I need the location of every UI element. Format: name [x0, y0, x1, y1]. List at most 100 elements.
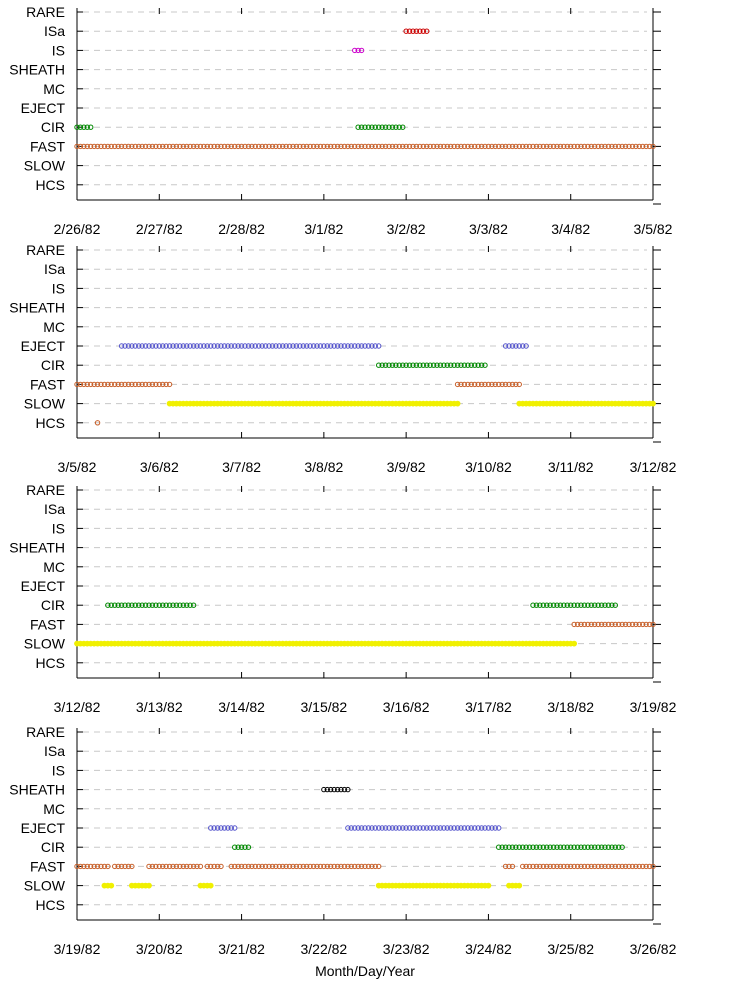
- data-point: [448, 143, 454, 150]
- data-point: [588, 143, 594, 150]
- x-tick-label: 3/18/82: [547, 699, 594, 715]
- data-point: [609, 143, 615, 150]
- data-point: [403, 362, 409, 368]
- data-point: [358, 124, 365, 130]
- data-point: [74, 143, 80, 150]
- data-point: [578, 844, 584, 850]
- x-tick-label: 3/19/82: [54, 941, 101, 957]
- data-point: [605, 602, 612, 608]
- data-point: [136, 381, 142, 388]
- data-point: [396, 362, 402, 368]
- data-point: [629, 143, 636, 150]
- data-point: [406, 28, 413, 34]
- data-point: [118, 343, 125, 349]
- data-point: [125, 863, 132, 870]
- data-point: [386, 825, 392, 831]
- data-point: [177, 343, 183, 349]
- data-point: [595, 863, 601, 870]
- data-point: [81, 381, 87, 388]
- data-point: [324, 343, 330, 349]
- data-point: [379, 124, 385, 130]
- data-point: [574, 863, 581, 870]
- data-point: [355, 143, 361, 150]
- data-point: [376, 863, 382, 870]
- data-point: [310, 863, 317, 870]
- data-point: [472, 381, 478, 388]
- data-point: [382, 825, 389, 831]
- data-point: [352, 143, 358, 150]
- data-point: [564, 143, 570, 150]
- data-point: [386, 143, 392, 150]
- y-tick-label: EJECT: [21, 578, 66, 594]
- x-tick-label: 3/15/82: [300, 699, 347, 715]
- data-point: [571, 844, 577, 850]
- data-point: [550, 863, 557, 870]
- data-point: [317, 143, 324, 150]
- y-tick-label: RARE: [26, 4, 65, 20]
- data-point: [218, 343, 224, 349]
- data-point: [358, 825, 365, 831]
- data-point: [331, 143, 337, 150]
- data-point: [348, 343, 354, 349]
- data-point: [420, 143, 426, 150]
- data-point: [454, 381, 461, 388]
- data-point: [485, 825, 492, 831]
- data-point: [616, 863, 622, 870]
- data-point: [77, 124, 84, 130]
- data-point: [609, 844, 615, 850]
- data-point: [482, 362, 488, 368]
- data-point: [424, 825, 430, 831]
- data-point: [427, 143, 433, 150]
- data-point: [173, 343, 180, 349]
- data-point: [235, 844, 241, 850]
- data-point: [427, 825, 433, 831]
- data-point: [184, 343, 190, 349]
- series-slow: [101, 882, 523, 889]
- x-tick-label: 3/22/82: [300, 941, 347, 957]
- data-point: [612, 143, 618, 150]
- data-point: [324, 786, 330, 793]
- data-point: [328, 786, 334, 793]
- data-point: [170, 602, 176, 608]
- data-point: [328, 343, 334, 349]
- data-point: [352, 343, 358, 349]
- data-point: [194, 143, 200, 150]
- data-point: [513, 343, 519, 349]
- y-tick-label: SLOW: [24, 636, 66, 652]
- data-point: [314, 343, 320, 349]
- data-point: [136, 143, 142, 150]
- data-point: [595, 844, 601, 850]
- data-point: [506, 143, 512, 150]
- data-point: [516, 143, 522, 150]
- data-point: [646, 621, 653, 628]
- data-point: [499, 143, 505, 150]
- data-point: [389, 362, 396, 368]
- data-point: [643, 863, 649, 870]
- data-point: [194, 343, 200, 349]
- data-point: [74, 381, 80, 388]
- data-point: [557, 143, 564, 150]
- data-point: [502, 343, 509, 349]
- data-point: [355, 124, 361, 130]
- data-point: [369, 863, 375, 870]
- data-point: [434, 362, 440, 368]
- data-point: [592, 143, 598, 150]
- data-point: [506, 863, 512, 870]
- data-point: [283, 863, 289, 870]
- series-fast: [74, 863, 656, 870]
- data-point: [619, 143, 625, 150]
- data-point: [232, 825, 238, 831]
- data-point: [187, 143, 193, 150]
- x-tick-label: 3/19/82: [630, 699, 677, 715]
- data-point: [352, 863, 358, 870]
- data-point: [300, 143, 306, 150]
- data-point: [523, 143, 529, 150]
- data-point: [520, 844, 526, 850]
- series-slow: [74, 640, 578, 647]
- x-tick-label: 3/13/82: [136, 699, 183, 715]
- data-point: [640, 863, 646, 870]
- data-point: [280, 343, 286, 349]
- data-point: [105, 602, 111, 608]
- data-point: [602, 602, 608, 608]
- data-point: [211, 343, 217, 349]
